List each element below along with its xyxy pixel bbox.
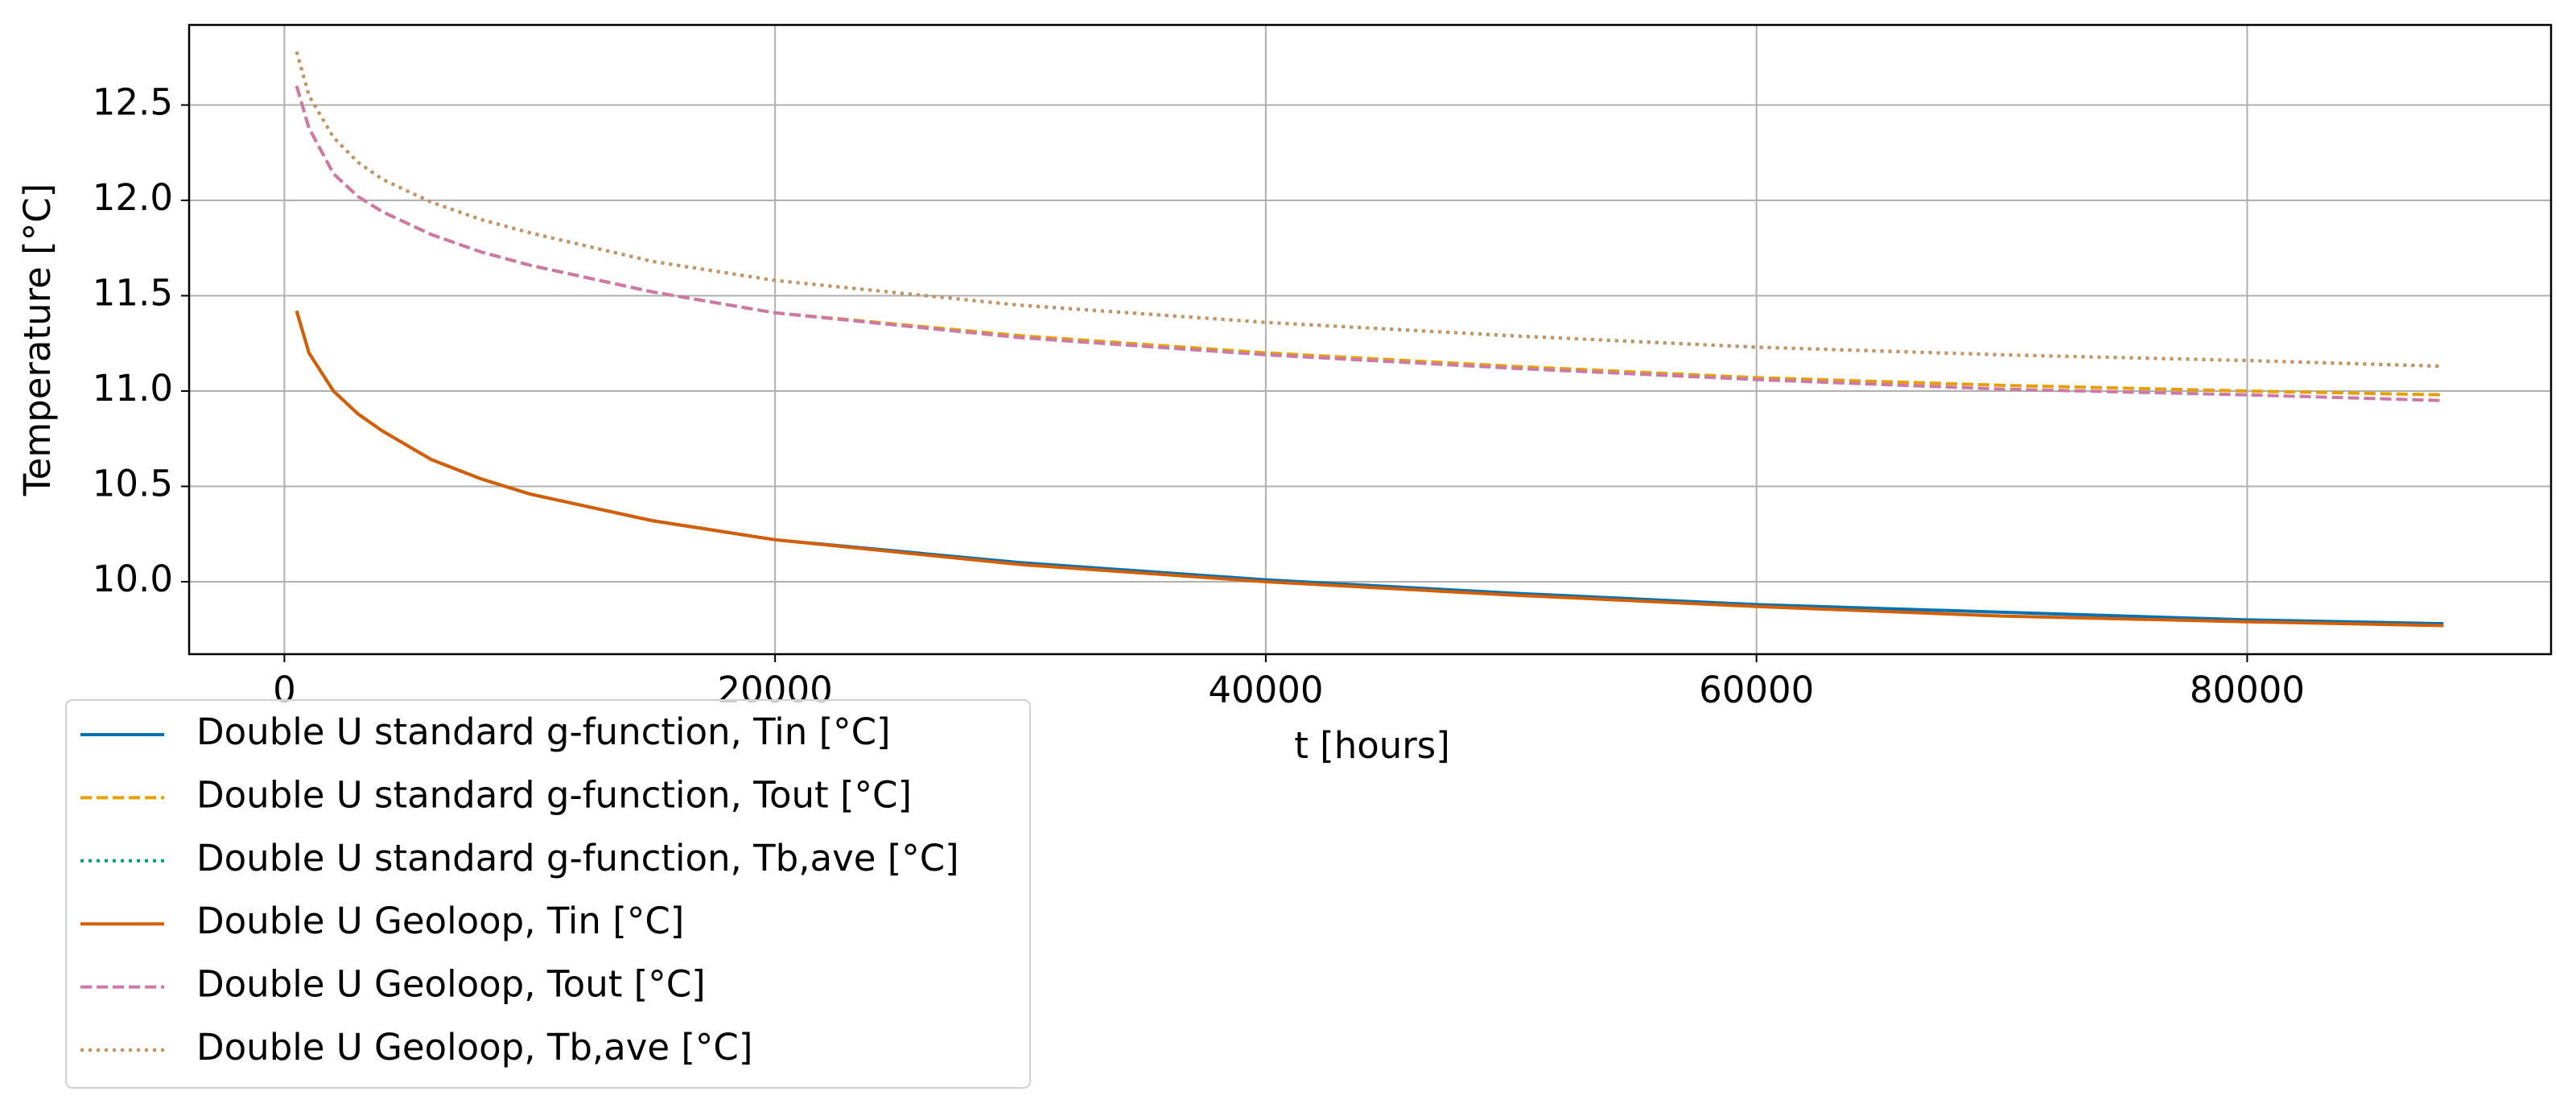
- line: [295, 310, 2444, 628]
- legend-label: Double U standard g-function, Tin [°C]: [196, 710, 891, 753]
- y-tick-label: 11.0: [93, 367, 173, 410]
- y-tick-label: 10.0: [93, 558, 173, 600]
- y-tick-label: 11.5: [93, 271, 173, 314]
- y-axis-label: Temperature [°C]: [16, 183, 59, 496]
- x-axis-label: t [hours]: [1294, 724, 1450, 767]
- plot-frame: [188, 23, 2553, 656]
- x-tick-label: 60000: [1699, 669, 1814, 711]
- legend-label: Double U Geoloop, Tin [°C]: [196, 900, 684, 942]
- y-tick-label: 12.5: [93, 81, 173, 124]
- legend-label: Double U Geoloop, Tout [°C]: [196, 963, 706, 1006]
- legend-label: Double U standard g-function, Tout [°C]: [196, 773, 912, 816]
- legend-frame: [65, 699, 1031, 1089]
- y-tick-label: 10.5: [93, 462, 173, 505]
- y-tick-label: 12.0: [93, 176, 173, 219]
- legend-label: Double U Geoloop, Tb,ave [°C]: [196, 1026, 752, 1069]
- x-tick-label: 40000: [1208, 669, 1323, 711]
- legend: Double U standard g-function, Tin [°C] Do…: [65, 699, 1031, 1089]
- legend-label: Double U standard g-function, Tb,ave [°C…: [196, 837, 959, 879]
- x-tick-label: 80000: [2190, 669, 2305, 711]
- line: [295, 85, 2444, 402]
